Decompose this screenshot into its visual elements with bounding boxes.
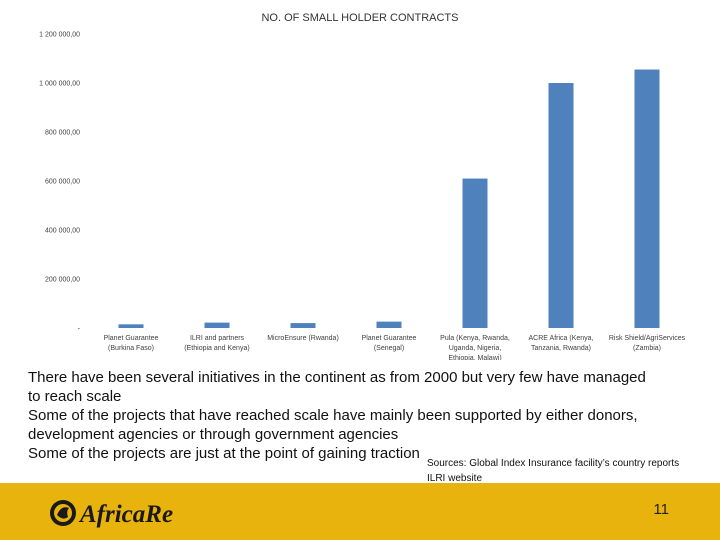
bars [118,69,660,329]
footer-bar: AfricaRe 11 [0,483,720,540]
bar [376,321,402,328]
y-tick-label: 600 000,00 [45,179,80,186]
africa-re-logo: AfricaRe [50,500,173,528]
page-number: 11 [653,501,669,518]
bar [118,324,144,328]
y-tick-label: 1 000 000,00 [39,81,80,88]
bar [204,322,230,328]
x-category-label: Risk Shield/AgriServices (Zambia) [609,335,686,352]
bar [548,83,574,328]
lion-emblem-icon [50,500,76,526]
y-tick-label: 200 000,00 [45,277,80,284]
x-axis-labels: Planet Guarantee (Burkina Faso) ILRI and p… [104,335,686,360]
y-tick-label: 1 200 000,00 [39,32,80,39]
x-category-label: ACRE Africa (Kenya, Tanzania, Rwanda) [529,335,594,352]
bar-chart: NO. OF SMALL HOLDER CONTRACTS - 200 000,0… [39,12,686,360]
bar [462,178,488,328]
body-line: to reach scale [28,388,122,405]
body-line: development agencies or through governme… [28,426,399,443]
y-tick-label: 400 000,00 [45,228,80,235]
logo-text: AfricaRe [78,501,173,528]
body-text: There have been several initiatives in t… [28,368,708,463]
y-tick-label: - [78,326,81,333]
body-line: Some of the projects that have reached s… [28,407,638,424]
y-axis-ticks: - 200 000,00 400 000,00 600 000,00 800 000,0… [39,32,81,333]
x-category-label: Pula (Kenya, Rwanda, Uganda, Nigeria, Ethi… [440,335,510,360]
body-line: There have been several initiatives in t… [28,369,646,386]
sources-line: Sources: Global Index Insurance facility… [427,458,680,469]
x-category-label: MicroEnsure (Rwanda) [267,335,339,342]
sources-note: Sources: Global Index Insurance facility… [427,456,679,486]
bar [290,323,316,328]
sources-line: ILRI website [427,473,483,484]
bar [634,69,660,329]
x-category-label: ILRI and partners (Ethiopia and Kenya) [184,335,249,352]
body-line: Some of the projects are just at the poi… [28,445,420,462]
y-tick-label: 800 000,00 [45,130,80,137]
chart-title: NO. OF SMALL HOLDER CONTRACTS [261,12,458,24]
x-category-label: Planet Guarantee (Senegal) [362,335,417,352]
x-category-label: Planet Guarantee (Burkina Faso) [104,335,159,352]
